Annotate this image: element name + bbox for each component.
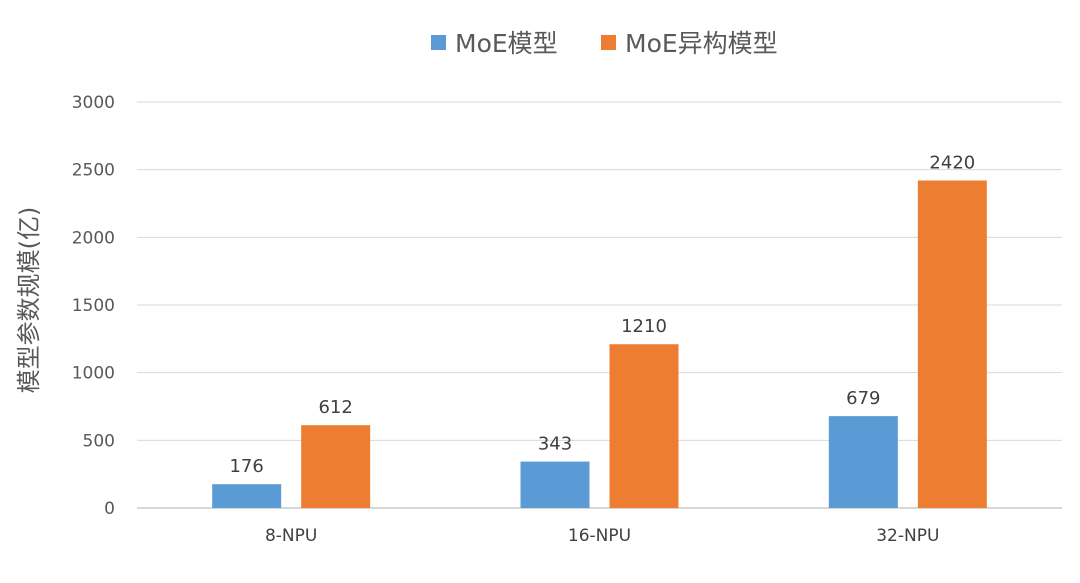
y-tick-label: 1000 xyxy=(72,364,115,384)
legend-swatch-moe xyxy=(431,35,446,50)
y-axis-title: 模型参数规模(亿) xyxy=(15,207,43,394)
legend-swatch-moe-hetero xyxy=(601,35,616,50)
x-axis-categories: 8-NPU 16-NPU 32-NPU xyxy=(265,526,939,546)
bars xyxy=(212,180,987,508)
bar-moe-16-npu xyxy=(520,461,590,508)
y-axis-ticks: 0 500 1000 1500 2000 2500 3000 xyxy=(72,93,115,519)
x-category-label: 8-NPU xyxy=(265,526,317,546)
bar-moe-32-npu xyxy=(828,416,898,508)
y-tick-label: 500 xyxy=(83,431,115,451)
y-tick-label: 3000 xyxy=(72,93,115,113)
data-label: 176 xyxy=(229,456,263,477)
bar-moe-hetero-32-npu xyxy=(917,180,987,508)
legend-label-moe-hetero: MoE异构模型 xyxy=(625,29,778,58)
x-category-label: 32-NPU xyxy=(876,526,939,546)
data-label: 343 xyxy=(538,434,572,455)
gridlines xyxy=(137,101,1062,509)
data-label: 612 xyxy=(318,397,352,418)
bar-moe-8-npu xyxy=(212,484,282,508)
y-tick-label: 2500 xyxy=(72,161,115,181)
legend-label-moe: MoE模型 xyxy=(455,29,558,58)
data-labels: 176 612 343 1210 679 2420 xyxy=(229,152,975,477)
data-label: 679 xyxy=(846,388,880,409)
y-tick-label: 1500 xyxy=(72,296,115,316)
legend: MoE模型 MoE异构模型 xyxy=(431,29,778,58)
bar-moe-hetero-8-npu xyxy=(301,425,371,508)
data-label: 1210 xyxy=(621,316,667,337)
data-label: 2420 xyxy=(929,152,975,173)
bar-moe-hetero-16-npu xyxy=(609,344,679,508)
y-tick-label: 0 xyxy=(104,499,115,519)
y-tick-label: 2000 xyxy=(72,228,115,248)
x-category-label: 16-NPU xyxy=(568,526,631,546)
